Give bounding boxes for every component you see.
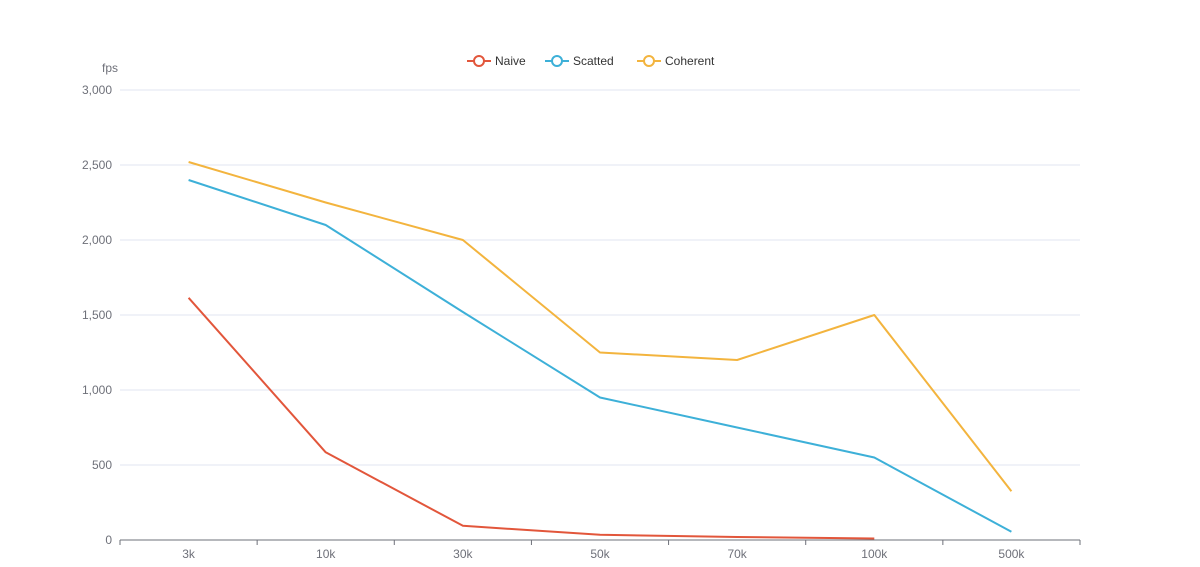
x-tick-label: 10k xyxy=(316,547,336,561)
legend-label: Scatted xyxy=(573,54,614,68)
y-tick-label: 0 xyxy=(105,533,112,547)
legend-marker-icon xyxy=(551,55,563,67)
series-lines xyxy=(187,161,1013,540)
legend[interactable]: Naive Scatted Coherent xyxy=(467,54,715,68)
legend-label: Coherent xyxy=(665,54,715,68)
legend-label: Naive xyxy=(495,54,526,68)
x-tick-label: 70k xyxy=(727,547,747,561)
series-line-coherent xyxy=(188,161,1013,492)
y-tick-label: 3,000 xyxy=(82,83,112,97)
y-tick-label: 1,000 xyxy=(82,383,112,397)
legend-item-scatted[interactable]: Scatted xyxy=(545,54,614,68)
y-axis-label: fps xyxy=(102,61,118,75)
x-axis-ticks xyxy=(119,540,1081,545)
y-tick-label: 2,500 xyxy=(82,158,112,172)
x-tick-label: 30k xyxy=(453,547,473,561)
legend-marker-icon xyxy=(473,55,485,67)
y-tick-label: 500 xyxy=(92,458,112,472)
legend-item-naive[interactable]: Naive xyxy=(467,54,526,68)
y-tick-label: 2,000 xyxy=(82,233,112,247)
legend-marker-icon xyxy=(643,55,655,67)
y-tick-label: 1,500 xyxy=(82,308,112,322)
legend-item-coherent[interactable]: Coherent xyxy=(637,54,715,68)
x-tick-label: 500k xyxy=(998,547,1025,561)
x-tick-label: 3k xyxy=(182,547,196,561)
grid-lines xyxy=(120,89,1080,466)
series-line-scatted xyxy=(188,179,1012,533)
x-axis-labels: 3k 10k 30k 50k 70k 100k 500k xyxy=(182,547,1025,561)
axes: 3k 10k 30k 50k 70k 100k 500k 0 500 1,000 1,500 2,0… xyxy=(82,61,1081,561)
x-tick-label: 100k xyxy=(861,547,888,561)
x-tick-label: 50k xyxy=(590,547,610,561)
series-line-naive xyxy=(187,297,875,540)
y-axis-labels: 0 500 1,000 1,500 2,000 2,500 3,000 xyxy=(82,83,112,547)
